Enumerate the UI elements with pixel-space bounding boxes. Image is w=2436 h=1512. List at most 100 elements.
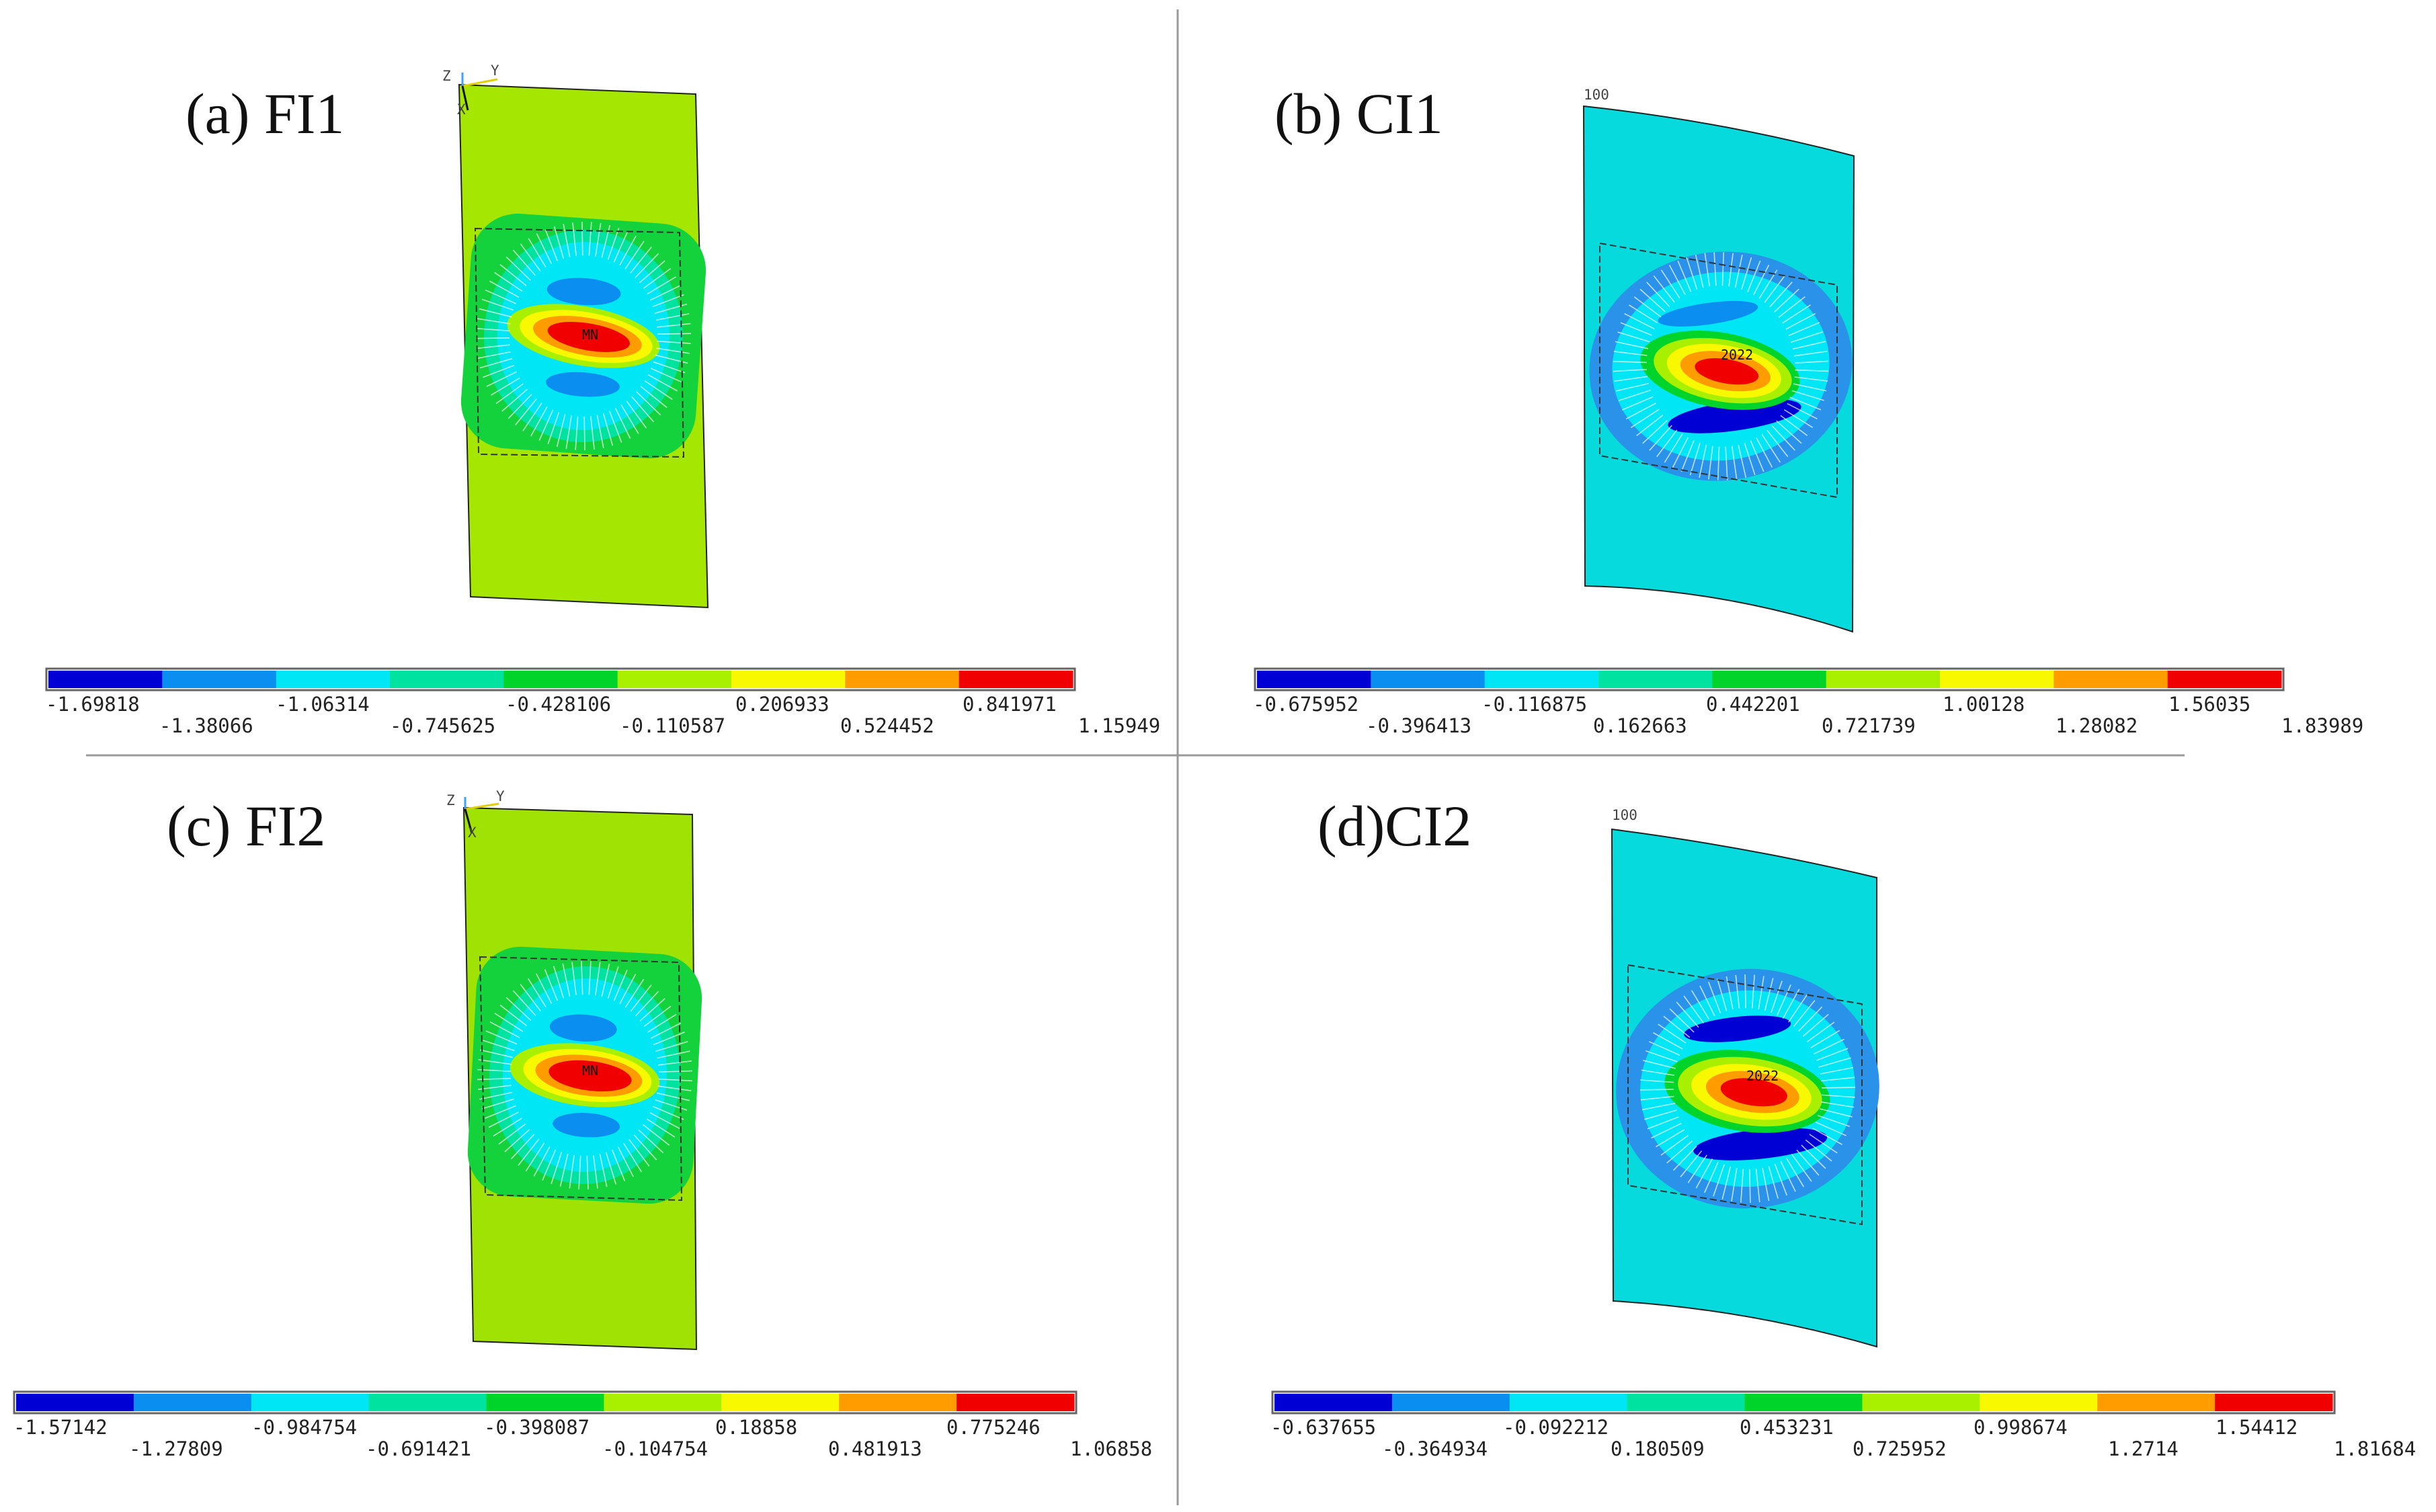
panel-c-mesh-ray xyxy=(647,1013,677,1033)
panel-d-legend-tick-4: 0.453231 xyxy=(1740,1416,1834,1439)
panel-c-mesh-ray xyxy=(527,978,546,1007)
panel-d-title: (d)CI2 xyxy=(1317,794,1471,858)
panel-b-legend-tick-8: 1.56035 xyxy=(2168,693,2250,716)
panel-a-mesh-ray xyxy=(595,222,602,257)
panel-d-mesh-ray xyxy=(1713,1164,1725,1197)
panel-b-mesh-ray xyxy=(1782,304,1812,324)
panel-a-mesh-ray xyxy=(501,388,528,412)
panel-a-mesh-ray xyxy=(657,333,692,335)
panel-d-mesh-ray xyxy=(1653,1032,1683,1050)
panel-c-mesh-ray xyxy=(656,1092,690,1101)
panel-c-mesh-ray xyxy=(638,1129,664,1154)
panel-b-mesh-ray xyxy=(1639,288,1666,312)
panel-c-mesh-ray xyxy=(520,984,541,1012)
panel-b-mesh-ray xyxy=(1672,437,1689,468)
panel-d-mesh-ray xyxy=(1717,978,1728,1011)
panel-d-mesh-ray xyxy=(1798,1006,1823,1032)
panel-d-mesh-ray xyxy=(1771,980,1783,1013)
panel-a-mesh-ray xyxy=(499,263,527,286)
panel-c-mesh-ray xyxy=(619,974,637,1005)
panel-b-mesh-ray xyxy=(1793,383,1827,392)
panel-a-mesh-ray xyxy=(639,260,665,284)
panel-a-mesh-ray xyxy=(544,229,558,261)
panel-b-legend-tick-6: 1.00128 xyxy=(1943,693,2025,716)
panel-a-mesh-ray xyxy=(575,416,579,450)
panel-a-mesh-ray xyxy=(583,416,585,450)
panel-a-mesh-ray xyxy=(565,415,572,450)
panel-a-legend-swatch-5 xyxy=(617,671,732,688)
panel-b-mesh-ray xyxy=(1753,264,1770,296)
panel-d-mesh-ray xyxy=(1805,1139,1832,1162)
panel-d-mesh-ray xyxy=(1814,1038,1844,1055)
panel-c-mesh-ray xyxy=(493,1118,522,1137)
panel-a-mesh-ray xyxy=(631,396,655,423)
panel-c-legend-swatch-6 xyxy=(721,1394,840,1411)
panel-c-mesh-ray xyxy=(617,1146,634,1177)
panel-c-legend-swatch-3 xyxy=(368,1394,487,1411)
panel-d-mesh-ray xyxy=(1777,984,1791,1016)
panel-b-mesh-ray xyxy=(1704,253,1711,287)
panel-d-mesh-ray xyxy=(1816,1048,1849,1061)
panel-d-mesh-ray xyxy=(1810,1030,1840,1048)
panel-c-mesh-ray xyxy=(499,1005,528,1027)
panel-a-mesh-ray xyxy=(486,371,518,387)
panel-c-title: (c) FI2 xyxy=(167,794,325,858)
panel-b-legend-swatch-1 xyxy=(1371,671,1486,688)
panel-a-legend-swatch-0 xyxy=(48,671,163,688)
panel-c-mesh-ray xyxy=(571,962,577,996)
panel-d-mesh-ray xyxy=(1735,974,1740,1009)
panel-c-mesh-ray xyxy=(612,1149,626,1181)
panel-d-legend-swatch-6 xyxy=(1980,1394,2098,1411)
panel-b-mesh-ray xyxy=(1664,433,1683,463)
panel-b-mesh-ray xyxy=(1728,253,1734,287)
panel-c-mesh-ray xyxy=(624,978,645,1008)
panel-a-legend-tick-7: 0.524452 xyxy=(840,714,934,737)
panel-d-mesh-ray xyxy=(1646,1050,1678,1062)
panel-c-legend-tick-4: -0.398087 xyxy=(484,1416,590,1439)
panel-a-mesh-ray xyxy=(626,401,647,429)
panel-c-mesh-ray xyxy=(478,1059,512,1065)
panel-c-mesh-ray xyxy=(562,963,571,997)
panel-c-mesh-ray xyxy=(613,970,628,1001)
panel-c-legend-swatch-0 xyxy=(16,1394,134,1411)
panel-b-mesh-ray xyxy=(1620,322,1652,336)
panel-d-mesh-ray xyxy=(1648,1041,1680,1056)
panel-b-mesh-ray xyxy=(1660,269,1680,299)
panel-c-legend: -1.57142 -1.27809 -0.984754 -0.691421 -0… xyxy=(13,1390,1152,1460)
panel-c-legend-swatch-8 xyxy=(957,1394,1075,1411)
panel-d-mesh-ray xyxy=(1658,1023,1687,1044)
panel-a-mesh-ray xyxy=(515,398,537,426)
panel-a-mesh-ray xyxy=(640,386,667,409)
panel-a-legend: -1.69818 -1.38066 -1.06314 -0.745625 -0.… xyxy=(45,667,1160,737)
panel-a-mesh-ray xyxy=(479,308,512,318)
panel-a-blue-top xyxy=(546,278,621,306)
panel-d-mesh-ray xyxy=(1641,1069,1675,1076)
panel-d-mesh-ray xyxy=(1663,1015,1691,1038)
panel-c-blue-top xyxy=(549,1014,617,1042)
panel-a-mesh-ray xyxy=(489,280,520,298)
panel-a-legend-swatch-3 xyxy=(390,671,504,688)
panel-b-mesh-ray xyxy=(1750,440,1764,472)
panel-b-contour xyxy=(1589,251,1853,481)
panel-d-legend-tick-6: 0.998674 xyxy=(1974,1416,2068,1439)
panel-b-mesh-ray xyxy=(1615,341,1649,349)
panel-c-mesh-ray xyxy=(533,1146,551,1177)
panel-a-mesh-ray xyxy=(520,243,541,271)
panel-a-title: (a) FI1 xyxy=(186,81,344,146)
panel-b-mesh-ray xyxy=(1625,403,1656,420)
panel-d-mesh-ray xyxy=(1683,995,1705,1023)
panel-c-axis-z: Z xyxy=(446,792,455,808)
panel-c-mesh-ray xyxy=(635,991,659,1017)
panel-d-mesh-ray xyxy=(1721,1166,1732,1200)
panel-d-mesh-ray xyxy=(1660,1134,1689,1156)
panel-a-mesh-ray xyxy=(635,253,659,278)
panel-a-mesh-ray xyxy=(538,409,554,441)
panel-d-legend-swatch-4 xyxy=(1744,1394,1863,1411)
panel-d-mesh-ray xyxy=(1731,1168,1738,1202)
panel-c-mesh-ray xyxy=(658,1078,692,1082)
panel-d-mesh-ray xyxy=(1695,1158,1713,1189)
panel-b-legend-swatch-7 xyxy=(2054,671,2168,688)
panel-d-mesh-ray xyxy=(1655,1129,1685,1148)
panel-c-mesh-ray xyxy=(578,1155,581,1189)
panel-b-legend-tick-2: -0.116875 xyxy=(1481,693,1587,716)
